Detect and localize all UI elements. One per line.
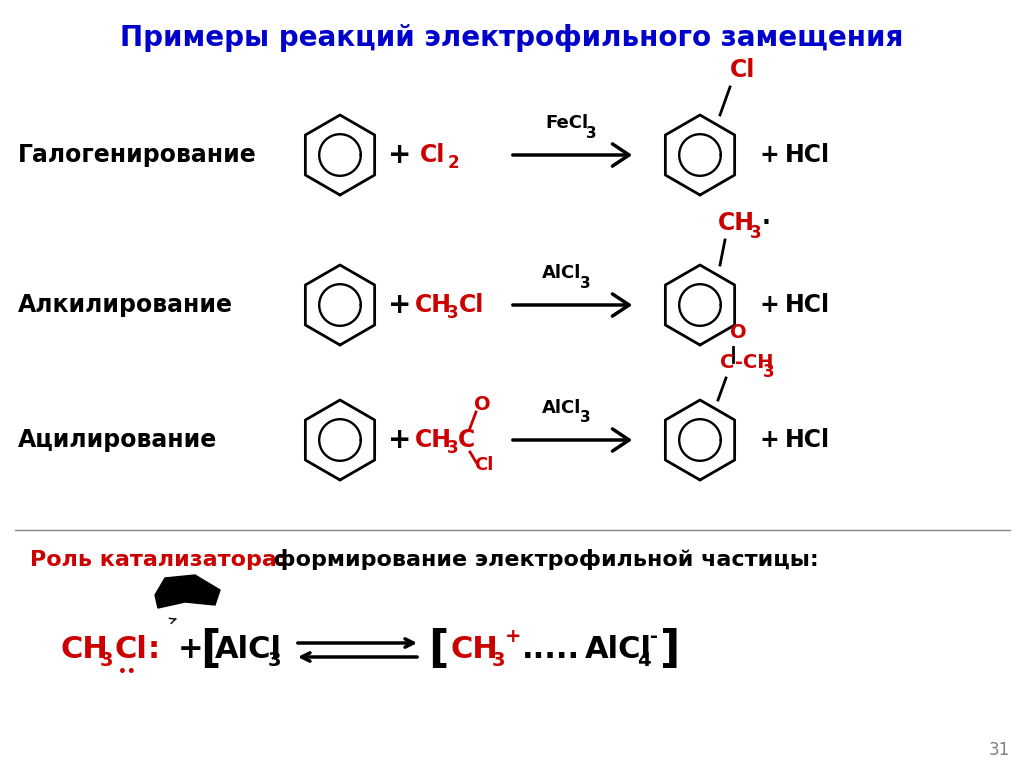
Text: 3: 3 <box>447 439 459 457</box>
Text: ·: · <box>762 211 771 235</box>
Text: ]: ] <box>660 628 680 671</box>
Text: HCl: HCl <box>785 143 830 167</box>
Text: 4: 4 <box>637 651 650 670</box>
Text: Cl: Cl <box>420 143 445 167</box>
Text: 31: 31 <box>989 741 1010 759</box>
Text: .....: ..... <box>522 636 581 664</box>
Text: Ацилирование: Ацилирование <box>18 428 217 452</box>
Text: 3: 3 <box>447 304 459 322</box>
Text: CH: CH <box>60 636 108 664</box>
Text: +: + <box>388 141 412 169</box>
Text: +: + <box>388 291 412 319</box>
Text: +: + <box>178 636 204 664</box>
Text: -: - <box>650 627 658 646</box>
Text: 3: 3 <box>268 651 282 670</box>
Text: 3: 3 <box>750 224 762 242</box>
Text: +: + <box>760 293 779 317</box>
Text: AlCl: AlCl <box>215 636 282 664</box>
Text: +: + <box>760 143 779 167</box>
Text: 3: 3 <box>492 651 506 670</box>
Text: 3: 3 <box>100 651 114 670</box>
Text: CH: CH <box>415 428 452 452</box>
Text: Cl: Cl <box>114 636 146 664</box>
Text: +: + <box>760 428 779 452</box>
Text: FeCl: FeCl <box>545 114 588 132</box>
Text: CH: CH <box>450 636 498 664</box>
Text: 3: 3 <box>763 363 774 381</box>
Text: Алкилирование: Алкилирование <box>18 293 233 317</box>
Text: AlCl: AlCl <box>542 264 582 282</box>
Text: Галогенирование: Галогенирование <box>18 143 257 167</box>
Text: [: [ <box>428 628 449 671</box>
Text: :: : <box>148 636 160 664</box>
Text: 2: 2 <box>449 154 460 172</box>
Text: O: O <box>730 322 746 341</box>
Text: C: C <box>458 428 475 452</box>
Text: Cl: Cl <box>474 456 494 474</box>
Text: Роль катализатора:: Роль катализатора: <box>30 550 286 570</box>
Text: AlCl: AlCl <box>585 636 652 664</box>
Text: [: [ <box>200 628 220 671</box>
Polygon shape <box>155 575 220 608</box>
Text: O: O <box>474 396 490 414</box>
Text: AlCl: AlCl <box>542 399 582 417</box>
Text: Cl: Cl <box>459 293 484 317</box>
Text: формирование электрофильной частицы:: формирование электрофильной частицы: <box>258 549 819 571</box>
Text: HCl: HCl <box>785 428 830 452</box>
Text: 3: 3 <box>586 126 597 140</box>
Text: +: + <box>388 426 412 454</box>
Text: CH: CH <box>718 211 755 235</box>
Text: HCl: HCl <box>785 293 830 317</box>
Text: ••: •• <box>118 665 136 679</box>
Text: +: + <box>505 627 521 646</box>
Text: CH: CH <box>415 293 452 317</box>
Text: Cl: Cl <box>730 58 756 82</box>
Text: 3: 3 <box>580 275 591 291</box>
Text: C-CH: C-CH <box>720 353 773 371</box>
Text: Примеры реакций электрофильного замещения: Примеры реакций электрофильного замещени… <box>120 24 904 52</box>
Text: 3: 3 <box>580 410 591 426</box>
